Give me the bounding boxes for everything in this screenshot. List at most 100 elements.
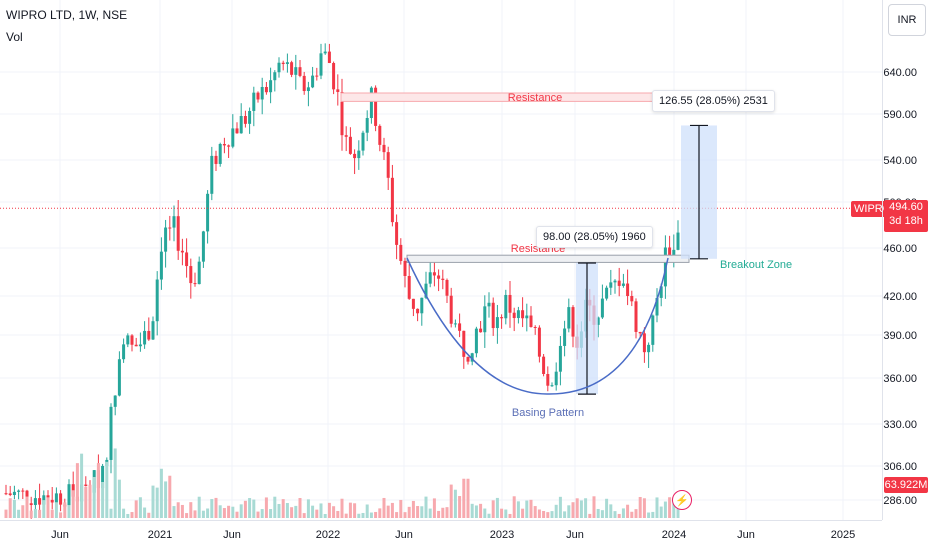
candle-body xyxy=(399,244,403,261)
volume-bar xyxy=(12,499,16,518)
candle-body xyxy=(424,283,428,298)
volume-bar xyxy=(147,512,151,518)
candle-body xyxy=(214,155,218,164)
candle-body xyxy=(369,87,373,119)
volume-bar xyxy=(151,485,155,518)
volume-bar xyxy=(218,505,222,518)
volume-bar xyxy=(319,503,323,518)
candle-body xyxy=(382,144,386,153)
volume-bar xyxy=(117,479,121,518)
volume-bar xyxy=(596,508,600,518)
volume-bar xyxy=(558,496,562,518)
volume-bar xyxy=(353,503,357,518)
candle-body xyxy=(516,310,520,319)
y-tick-label: 286.00 xyxy=(883,495,917,507)
volume-bar xyxy=(407,506,411,518)
bar-time-remaining: 3d 18h xyxy=(889,215,923,227)
candle-body xyxy=(563,328,567,346)
volume-bar xyxy=(634,509,638,518)
volume-bar xyxy=(327,502,331,518)
volume-bar xyxy=(521,508,525,518)
currency-button[interactable]: INR xyxy=(888,4,926,36)
volume-bar xyxy=(176,502,180,518)
candle-body xyxy=(500,317,504,319)
volume-bar xyxy=(659,506,663,518)
volume-bar xyxy=(630,511,634,518)
candle-body xyxy=(374,87,378,126)
volume-bar xyxy=(458,496,462,518)
volume-bar xyxy=(109,508,113,518)
symbol-tag: WIPRO xyxy=(851,201,895,217)
candle-body xyxy=(445,279,449,296)
volume-bar xyxy=(416,506,420,518)
breakout-zone-label: Breakout Zone xyxy=(720,259,792,271)
volume-bar xyxy=(172,506,176,518)
resistance-label-top: Resistance xyxy=(508,92,562,104)
y-tick-label: 640.00 xyxy=(883,67,917,79)
candle-body xyxy=(428,272,432,284)
candle-body xyxy=(655,297,659,316)
candle-body xyxy=(210,155,214,194)
candle-body xyxy=(521,310,525,319)
candle-body xyxy=(50,499,54,503)
candle-body xyxy=(243,115,247,124)
volume-bar xyxy=(411,500,415,518)
volume-bar xyxy=(315,509,319,518)
symbol-title: WIPRO LTD, 1W, NSE xyxy=(6,8,128,22)
x-tick-label: 2023 xyxy=(490,529,514,541)
candle-body xyxy=(33,498,37,506)
volume-bar xyxy=(260,509,264,518)
volume-bar xyxy=(298,498,302,518)
volume-bar xyxy=(231,506,235,518)
candle-body xyxy=(634,301,638,332)
candle-body xyxy=(17,490,21,492)
candle-body xyxy=(340,91,344,136)
candle-body xyxy=(264,87,268,93)
lightning-icon[interactable]: ⚡ xyxy=(672,490,692,510)
candle-body xyxy=(605,287,609,299)
candle-body xyxy=(277,62,281,73)
candle-body xyxy=(458,323,462,331)
candle-body xyxy=(600,298,604,318)
y-tick-label: 306.00 xyxy=(883,461,917,473)
volume-bar xyxy=(281,499,285,518)
price-axis[interactable] xyxy=(882,0,932,520)
candle-body xyxy=(416,308,420,314)
volume-bar xyxy=(201,510,205,518)
volume-bar xyxy=(113,448,117,518)
candle-body xyxy=(647,344,651,353)
volume-bar xyxy=(206,508,210,518)
volume-bar xyxy=(466,478,470,518)
candle-body xyxy=(206,193,210,232)
volume-bar xyxy=(197,496,201,518)
volume-bar xyxy=(529,499,533,518)
volume-bar xyxy=(101,481,105,518)
volume-bar xyxy=(122,508,126,518)
volume-bar xyxy=(432,498,436,518)
y-tick-label: 420.00 xyxy=(883,291,917,303)
volume-bar xyxy=(348,502,352,518)
candle-body xyxy=(676,232,680,250)
volume-bar xyxy=(571,502,575,518)
volume-bar xyxy=(533,506,537,518)
volume-bar xyxy=(33,508,37,518)
volume-bar xyxy=(25,496,29,518)
candle-body xyxy=(8,493,12,496)
x-tick-label: 2022 xyxy=(316,529,340,541)
candle-body xyxy=(273,72,277,81)
volume-bar xyxy=(474,505,478,518)
time-axis[interactable] xyxy=(0,520,882,551)
candle-body xyxy=(231,128,235,147)
volume-bar xyxy=(537,509,541,518)
candle-body xyxy=(67,484,71,507)
volume-bar xyxy=(361,512,365,518)
candle-body xyxy=(390,177,394,223)
candle-body xyxy=(609,282,613,288)
candle-body xyxy=(12,491,16,496)
candle-body xyxy=(176,216,180,251)
volume-bar xyxy=(626,504,630,518)
candle-body xyxy=(332,63,336,90)
volume-bar xyxy=(605,498,609,518)
